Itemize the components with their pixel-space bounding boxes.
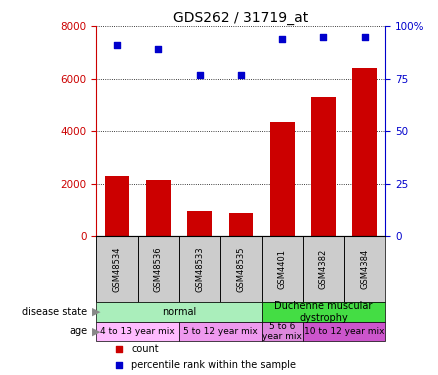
Text: 4 to 13 year mix: 4 to 13 year mix (100, 327, 175, 336)
Text: 5 to 6
year mix: 5 to 6 year mix (262, 322, 302, 341)
Text: GSM4384: GSM4384 (360, 249, 369, 290)
Bar (261, 322, 303, 341)
Text: Duchenne muscular
dystrophy: Duchenne muscular dystrophy (274, 301, 373, 323)
Bar (220, 236, 261, 302)
Point (361, 34, 368, 40)
Bar (261, 302, 385, 322)
Text: percentile rank within the sample: percentile rank within the sample (131, 360, 296, 370)
Bar (96, 302, 261, 322)
Text: ▶: ▶ (92, 327, 100, 336)
Point (279, 36, 286, 42)
Bar (229, 213, 253, 236)
Bar (270, 122, 295, 236)
Text: GSM48535: GSM48535 (237, 246, 245, 292)
Text: disease state: disease state (22, 307, 88, 317)
Bar (105, 176, 129, 236)
Point (155, 46, 162, 53)
Text: normal: normal (162, 307, 196, 317)
Bar (96, 322, 179, 341)
Bar (261, 236, 303, 302)
Bar (187, 211, 212, 236)
Text: GSM4401: GSM4401 (278, 249, 287, 289)
Text: 10 to 12 year mix: 10 to 12 year mix (304, 327, 385, 336)
Bar (96, 236, 138, 302)
Bar (138, 236, 179, 302)
Bar (353, 68, 377, 236)
Bar (179, 236, 220, 302)
Text: count: count (131, 344, 159, 354)
Point (237, 72, 244, 78)
Point (320, 34, 327, 40)
Text: GSM4382: GSM4382 (319, 249, 328, 290)
Bar (311, 97, 336, 236)
Title: GDS262 / 31719_at: GDS262 / 31719_at (173, 11, 308, 25)
Bar (303, 236, 344, 302)
Text: GSM48534: GSM48534 (113, 246, 121, 292)
Bar (344, 236, 385, 302)
Bar (303, 322, 385, 341)
Bar (146, 180, 171, 236)
Text: GSM48533: GSM48533 (195, 246, 204, 292)
Point (196, 72, 203, 78)
Text: GSM48536: GSM48536 (154, 246, 163, 292)
Text: ▶: ▶ (92, 307, 100, 317)
Point (116, 362, 123, 368)
Text: 5 to 12 year mix: 5 to 12 year mix (183, 327, 258, 336)
Point (113, 42, 120, 48)
Text: age: age (70, 327, 88, 336)
Point (116, 346, 123, 352)
Bar (179, 322, 261, 341)
